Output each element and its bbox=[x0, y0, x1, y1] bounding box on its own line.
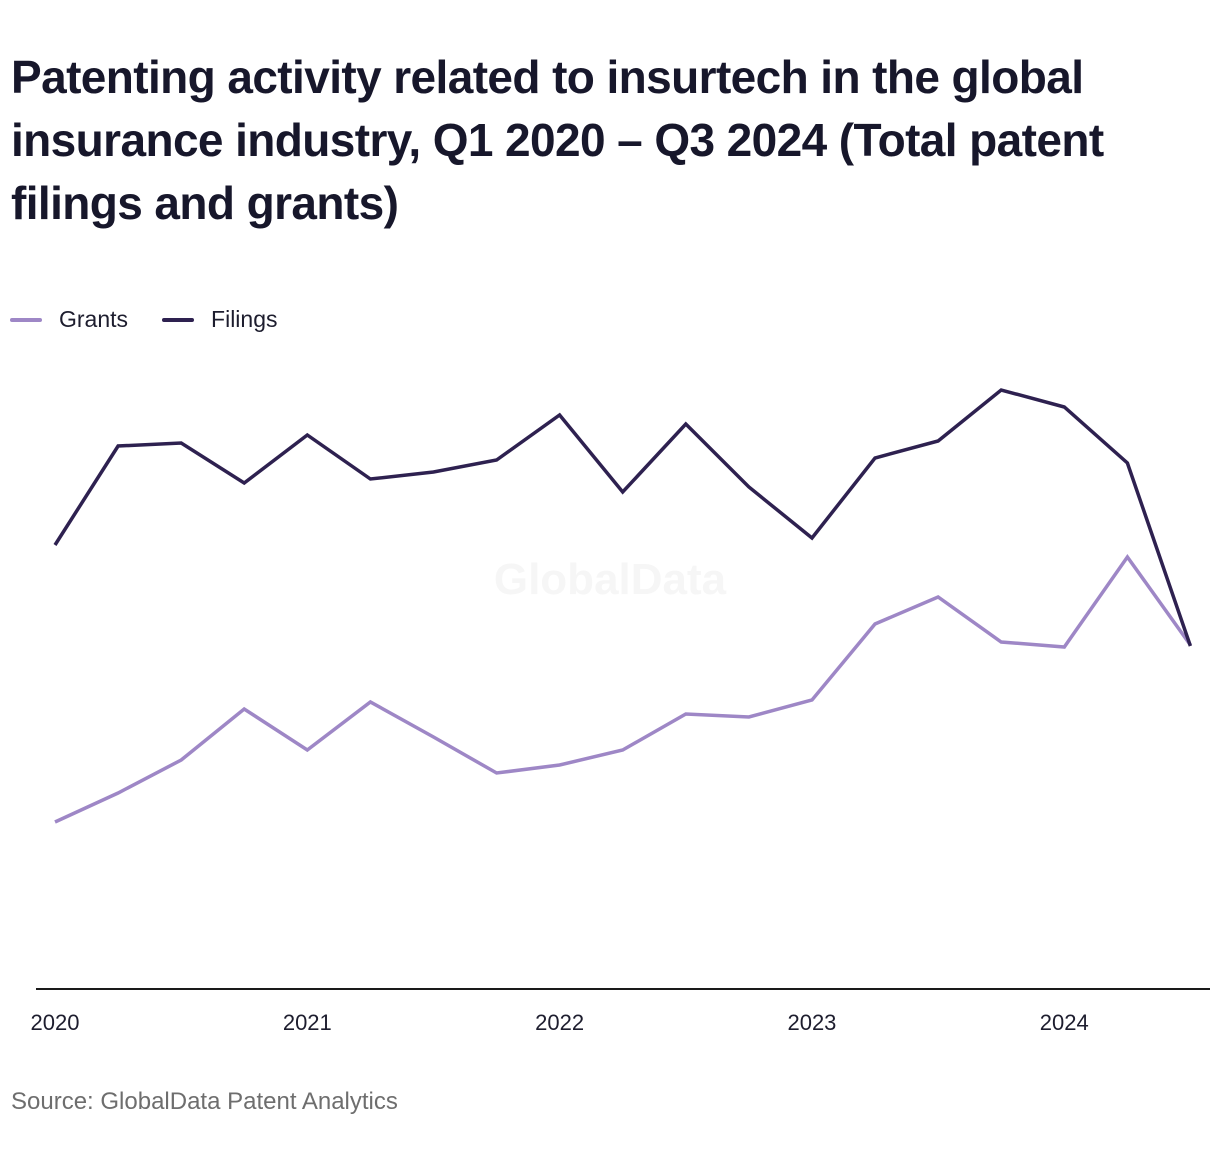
legend-label-filings: Filings bbox=[211, 306, 278, 332]
series-lines bbox=[53, 388, 1193, 824]
watermark: GlobalData bbox=[494, 555, 727, 604]
x-tick-label: 2024 bbox=[1040, 1010, 1089, 1035]
legend-label-grants: Grants bbox=[59, 306, 129, 332]
series-line-filings bbox=[53, 388, 1193, 647]
x-tick-label: 2023 bbox=[787, 1010, 836, 1035]
series-line-grants bbox=[54, 553, 1192, 824]
x-tick-label: 2020 bbox=[31, 1010, 80, 1035]
legend-item-filings[interactable]: Filings bbox=[162, 306, 278, 333]
source-note: Source: GlobalData Patent Analytics bbox=[11, 1088, 398, 1115]
x-axis-ticks: 2020 2021 2022 2023 2024 bbox=[31, 1010, 1089, 1035]
x-tick-label: 2021 bbox=[283, 1010, 332, 1035]
x-tick-label: 2022 bbox=[535, 1010, 584, 1035]
legend-swatch-filings bbox=[162, 317, 195, 322]
chart-title: Patenting activity related to insurtech … bbox=[11, 51, 1104, 229]
legend-swatch-grants bbox=[10, 317, 42, 322]
legend: Grants Filings bbox=[10, 306, 312, 333]
legend-item-grants[interactable]: Grants bbox=[10, 306, 128, 333]
